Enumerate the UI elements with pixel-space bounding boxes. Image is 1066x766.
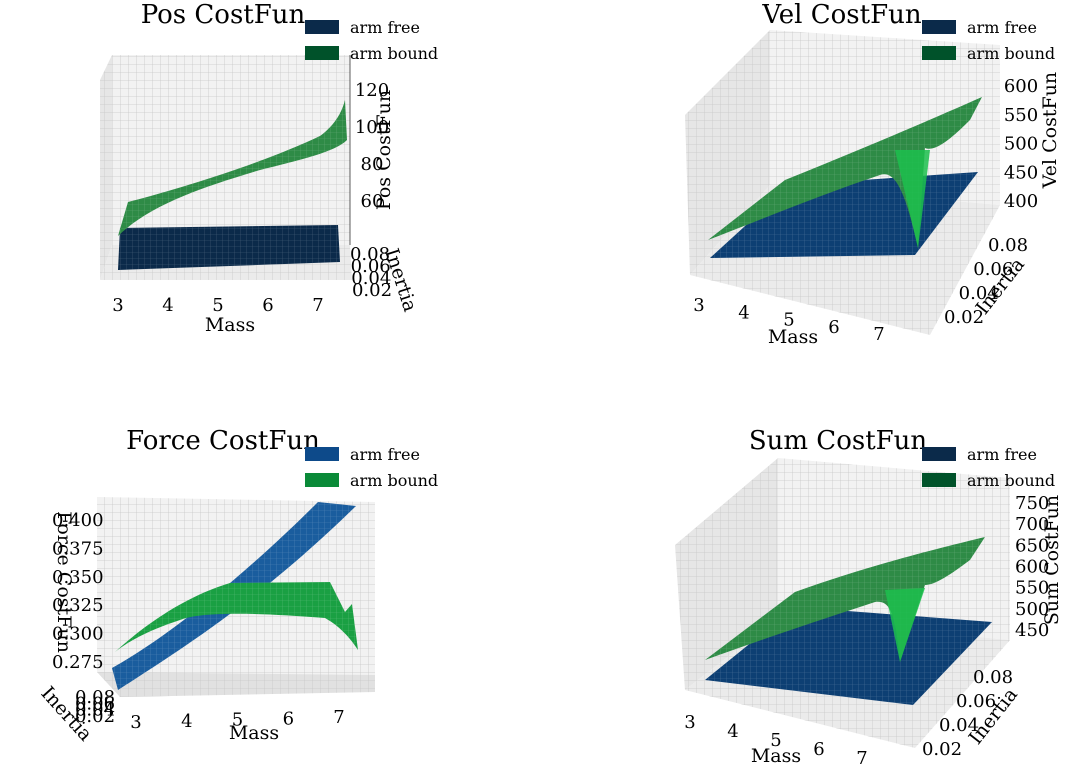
force-z-tick-label: 0.300 bbox=[52, 624, 104, 645]
vel-z-tick-label: 600 bbox=[1004, 76, 1038, 97]
vel-x-tick-label: 4 bbox=[738, 302, 749, 323]
sum-x-tick-label: 7 bbox=[856, 748, 867, 766]
sum-x-tick-label: 6 bbox=[813, 739, 824, 760]
force-legend-swatch-bound bbox=[305, 473, 339, 487]
force-legend-swatch-free bbox=[305, 447, 339, 461]
vel-y-tick-label: 0.06 bbox=[973, 259, 1013, 280]
force-y-tick-label: 0.02 bbox=[75, 706, 115, 727]
pos-legend-label-bound: arm bound bbox=[350, 44, 438, 63]
sum-y-tick-label: 0.08 bbox=[973, 667, 1013, 688]
sum-x-tick-label: 5 bbox=[770, 730, 781, 751]
vel-legend-swatch-bound bbox=[922, 46, 956, 60]
vel-z-tick-label: 400 bbox=[1004, 191, 1038, 212]
sum-z-tick-label: 700 bbox=[1015, 514, 1049, 535]
sum-y-tick-label: 0.04 bbox=[939, 715, 979, 736]
pos-y-tick-label: 0.02 bbox=[352, 280, 392, 301]
pos-legend-swatch-bound bbox=[305, 46, 339, 60]
vel-y-tick-label: 0.02 bbox=[944, 307, 984, 328]
vel-zlabel: Vel CostFun bbox=[1039, 72, 1061, 189]
force-x-tick-label: 5 bbox=[232, 710, 243, 731]
sum-y-tick-label: 0.02 bbox=[922, 739, 962, 760]
pos-legend-label-free: arm free bbox=[350, 18, 420, 37]
vel-legend-label-bound: arm bound bbox=[967, 44, 1055, 63]
vel-z-tick-label: 450 bbox=[1004, 162, 1038, 183]
force-legend-label-bound: arm bound bbox=[350, 471, 438, 490]
force-z-tick-label: 0.325 bbox=[52, 595, 104, 616]
force-zlabel: Force CostFun bbox=[53, 511, 75, 653]
force-x-tick-label: 6 bbox=[283, 708, 294, 729]
vel-y-tick-label: 0.04 bbox=[959, 283, 999, 304]
vel-legend-label-free: arm free bbox=[967, 18, 1037, 37]
pos-legend-swatch-free bbox=[305, 20, 339, 34]
pos-xlabel: Mass bbox=[205, 314, 255, 336]
sum-z-tick-label: 550 bbox=[1015, 578, 1049, 599]
force-z-tick-label: 0.350 bbox=[52, 567, 104, 588]
pos-y-tick-label: 0.06 bbox=[351, 256, 391, 277]
sum-x-tick-label: 3 bbox=[684, 712, 695, 733]
pos-y-tick-label: 0.08 bbox=[350, 244, 390, 265]
vel-x-tick-label: 7 bbox=[873, 324, 884, 345]
sum-z-tick-label: 450 bbox=[1015, 620, 1049, 641]
chart-panel-vel: 3 4 5 6 7 0.02 0.04 0.06 0.08 400 450 500 550 600 V… bbox=[685, 0, 1061, 348]
pos-y-tick-label: 0.04 bbox=[351, 268, 391, 289]
sum-z-tick-label: 650 bbox=[1015, 535, 1049, 556]
pos-x-tick-label: 6 bbox=[262, 295, 273, 316]
force-y-tick-label: 0.08 bbox=[75, 687, 115, 708]
force-y-tick-label: 0.04 bbox=[75, 700, 115, 721]
vel-x-tick-label: 6 bbox=[828, 317, 839, 338]
pos-x-tick-label: 7 bbox=[312, 295, 323, 316]
force-y-tick-label: 0.06 bbox=[75, 693, 115, 714]
sum-z-tick-label: 500 bbox=[1015, 599, 1049, 620]
force-z-tick-label: 0.275 bbox=[52, 652, 104, 673]
force-x-tick-label: 4 bbox=[181, 711, 192, 732]
force-z-tick-label: 0.375 bbox=[52, 538, 104, 559]
sum-title: Sum CostFun bbox=[749, 426, 928, 456]
sum-z-tick-label: 600 bbox=[1015, 557, 1049, 578]
force-legend-label-free: arm free bbox=[350, 445, 420, 464]
pos-z-tick-label: 60 bbox=[361, 191, 384, 212]
sum-x-tick-label: 4 bbox=[727, 721, 738, 742]
sum-legend-swatch-bound bbox=[922, 473, 956, 487]
chart-panel-sum: 3 4 5 6 7 0.02 0.04 0.06 0.08 45050055060065070… bbox=[675, 426, 1063, 766]
sum-legend-label-free: arm free bbox=[967, 445, 1037, 464]
vel-legend-swatch-free bbox=[922, 20, 956, 34]
force-x-tick-label: 3 bbox=[130, 712, 141, 733]
pos-title: Pos CostFun bbox=[141, 0, 306, 30]
vel-x-tick-label: 5 bbox=[783, 310, 794, 331]
sum-y-tick-label: 0.06 bbox=[956, 691, 996, 712]
sum-z-tick-label: 750 bbox=[1015, 493, 1049, 514]
vel-z-tick-label: 550 bbox=[1004, 105, 1038, 126]
force-xlabel: Mass bbox=[229, 722, 279, 744]
force-x-tick-label: 7 bbox=[333, 707, 344, 728]
pos-z-tick-label: 100 bbox=[355, 117, 389, 138]
pos-zlabel: Pos CostFun bbox=[373, 90, 395, 210]
sum-legend-swatch-free bbox=[922, 447, 956, 461]
sum-legend-label-bound: arm bound bbox=[967, 471, 1055, 490]
vel-z-tick-label: 500 bbox=[1004, 134, 1038, 155]
pos-x-tick-label: 4 bbox=[162, 295, 173, 316]
vel-x-tick-label: 3 bbox=[693, 295, 704, 316]
vel-title: Vel CostFun bbox=[761, 0, 921, 30]
force-title: Force CostFun bbox=[126, 426, 320, 456]
vel-y-tick-label: 0.08 bbox=[988, 235, 1028, 256]
vel-xlabel: Mass bbox=[768, 326, 818, 348]
chart-panel-force: 3 4 5 6 7 0.020.040.060.08 0.275 0.300 0.325 0.… bbox=[37, 426, 439, 746]
chart-panel-pos: 3 4 5 6 7 0.020.040.060.08 60 80 100 120 Pos Co… bbox=[100, 0, 438, 336]
pos-z-tick-label: 80 bbox=[361, 154, 384, 175]
sum-xlabel: Mass bbox=[751, 745, 801, 766]
pos-x-tick-label: 3 bbox=[112, 295, 123, 316]
pos-x-tick-label: 5 bbox=[212, 295, 223, 316]
pos-z-tick-label: 120 bbox=[355, 80, 389, 101]
sum-zlabel: Sum CostFun bbox=[1041, 495, 1063, 625]
force-z-tick-label: 0.400 bbox=[52, 510, 104, 531]
